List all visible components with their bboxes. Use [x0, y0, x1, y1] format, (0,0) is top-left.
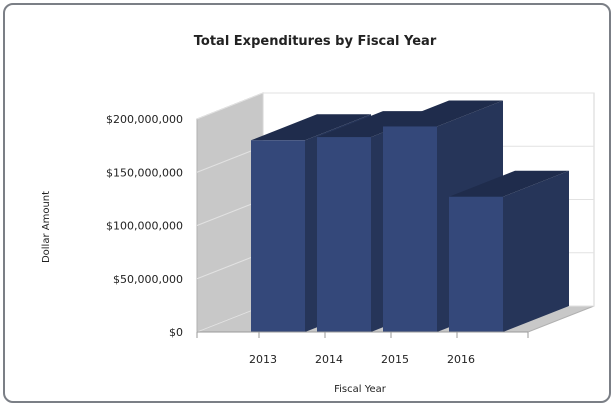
y-axis-ticks: $0 $50,000,000 $100,000,000 $150,000,000 $20… [106, 113, 183, 339]
x-tick-label: 2013 [249, 353, 277, 366]
y-tick-label: $200,000,000 [106, 113, 183, 126]
bar-front-face [383, 126, 437, 332]
bar-top-face [383, 100, 503, 127]
chart-svg: Total Expenditures by Fiscal Year $0 $50,… [41, 34, 595, 395]
chart-panel: Total Expenditures by Fiscal Year $0 $50,… [3, 3, 611, 403]
x-tick-label: 2014 [315, 353, 343, 366]
x-tick-label: 2016 [447, 353, 475, 366]
y-axis-title: Dollar Amount [41, 191, 52, 263]
x-tick-label: 2015 [381, 353, 409, 366]
bar-front-face [449, 196, 503, 332]
bar-side-face [503, 170, 569, 332]
y-tick-label: $100,000,000 [106, 220, 183, 233]
bar-top-face [449, 170, 569, 197]
bar-front-face [317, 137, 371, 332]
x-axis-ticks: 2013 2014 2015 2016 [196, 331, 529, 366]
bars [251, 100, 569, 332]
x-axis-title: Fiscal Year [334, 384, 387, 395]
gridline [196, 92, 594, 120]
chart-title: Total Expenditures by Fiscal Year [194, 34, 437, 49]
bar-front-face [251, 140, 305, 332]
y-tick-label: $150,000,000 [106, 166, 183, 179]
bar [449, 170, 569, 332]
y-tick-label: $0 [169, 326, 183, 339]
y-tick-label: $50,000,000 [113, 273, 183, 286]
bar-top-face [251, 114, 371, 141]
